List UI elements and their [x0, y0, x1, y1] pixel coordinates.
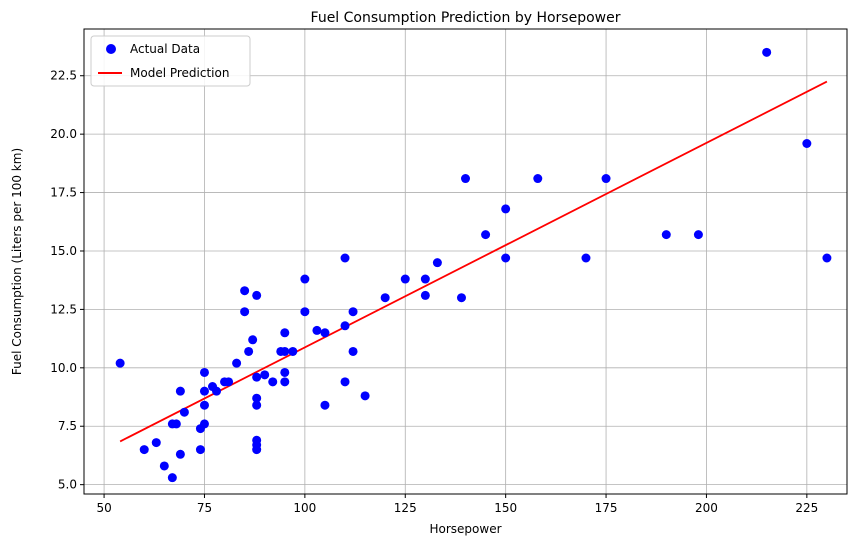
- data-point: [252, 445, 262, 455]
- data-point: [420, 290, 430, 300]
- data-point: [661, 230, 671, 240]
- data-point: [224, 377, 234, 387]
- y-tick-label: 5.0: [58, 478, 77, 492]
- data-point: [822, 253, 832, 263]
- model-prediction-line: [119, 80, 828, 443]
- data-point: [252, 393, 262, 403]
- data-point: [199, 386, 209, 396]
- data-point: [340, 253, 350, 263]
- data-point: [179, 407, 189, 417]
- data-point: [248, 335, 258, 345]
- data-point: [240, 286, 250, 296]
- plot-frame: [83, 28, 848, 495]
- data-point: [533, 174, 543, 184]
- data-point: [348, 307, 358, 317]
- data-point: [300, 274, 310, 284]
- data-point: [280, 328, 290, 338]
- y-axis-label: Fuel Consumption (Liters per 100 km): [10, 148, 24, 375]
- data-point: [244, 346, 254, 356]
- data-point: [380, 293, 390, 303]
- data-point: [501, 204, 511, 214]
- data-point: [151, 438, 161, 448]
- x-tick-label: 125: [394, 501, 417, 515]
- data-point: [456, 293, 466, 303]
- legend: Actual Data Model Prediction: [90, 35, 251, 87]
- y-tick-label: 10.0: [50, 361, 77, 375]
- data-point: [360, 391, 370, 401]
- data-point: [252, 400, 262, 410]
- data-point: [312, 325, 322, 335]
- x-tick-label: 50: [96, 501, 111, 515]
- x-tick-label: 200: [695, 501, 718, 515]
- data-point: [167, 473, 177, 483]
- data-point: [340, 321, 350, 331]
- x-axis-label: Horsepower: [429, 522, 501, 536]
- data-point: [139, 445, 149, 455]
- data-point: [232, 358, 242, 368]
- data-point: [693, 230, 703, 240]
- data-point: [501, 253, 511, 263]
- y-axis-ticks: 5.0 7.5 10.0 12.5 15.0 17.5 20.0 22.5: [50, 69, 84, 492]
- x-tick-label: 150: [494, 501, 517, 515]
- data-point: [199, 400, 209, 410]
- data-point: [280, 367, 290, 377]
- data-point: [171, 419, 181, 429]
- data-point: [300, 307, 310, 317]
- data-point: [581, 253, 591, 263]
- data-point: [240, 307, 250, 317]
- data-point: [175, 449, 185, 459]
- data-point: [159, 461, 169, 471]
- x-tick-label: 225: [795, 501, 818, 515]
- data-point: [802, 138, 812, 148]
- data-point: [280, 346, 290, 356]
- data-point: [288, 346, 298, 356]
- data-point: [340, 377, 350, 387]
- data-point: [432, 258, 442, 268]
- data-point: [195, 445, 205, 455]
- data-point: [268, 377, 278, 387]
- y-tick-label: 20.0: [50, 127, 77, 141]
- y-tick-label: 15.0: [50, 244, 77, 258]
- legend-label-actual-data: Actual Data: [130, 42, 200, 56]
- legend-box: [90, 35, 251, 87]
- y-tick-label: 22.5: [50, 69, 77, 83]
- data-point: [481, 230, 491, 240]
- data-point: [762, 47, 772, 57]
- data-point: [320, 400, 330, 410]
- x-tick-label: 175: [595, 501, 618, 515]
- data-point: [115, 358, 125, 368]
- legend-marker-actual-data: [106, 44, 116, 54]
- data-point: [348, 346, 358, 356]
- data-point: [461, 174, 470, 184]
- grid: [84, 29, 847, 494]
- data-point: [420, 274, 430, 284]
- data-point: [280, 377, 290, 387]
- x-axis-ticks: 50 75 100 125 150 175 200 225: [96, 494, 818, 515]
- data-point: [260, 370, 270, 380]
- data-point: [400, 274, 410, 284]
- scatter-points-layer: [115, 47, 832, 483]
- y-tick-label: 17.5: [50, 186, 77, 200]
- data-point: [199, 419, 209, 429]
- x-tick-label: 100: [293, 501, 316, 515]
- chart-title: Fuel Consumption Prediction by Horsepowe…: [311, 10, 621, 26]
- data-point: [320, 328, 330, 338]
- data-point: [212, 386, 222, 396]
- data-point: [199, 367, 209, 377]
- prediction-line-layer: [119, 80, 828, 443]
- y-tick-label: 12.5: [50, 302, 77, 316]
- legend-label-model-prediction: Model Prediction: [130, 66, 229, 80]
- data-point: [175, 386, 185, 396]
- y-tick-label: 7.5: [58, 419, 77, 433]
- x-tick-label: 75: [197, 501, 212, 515]
- data-point: [252, 372, 262, 382]
- data-point: [252, 290, 262, 300]
- data-point: [601, 174, 611, 184]
